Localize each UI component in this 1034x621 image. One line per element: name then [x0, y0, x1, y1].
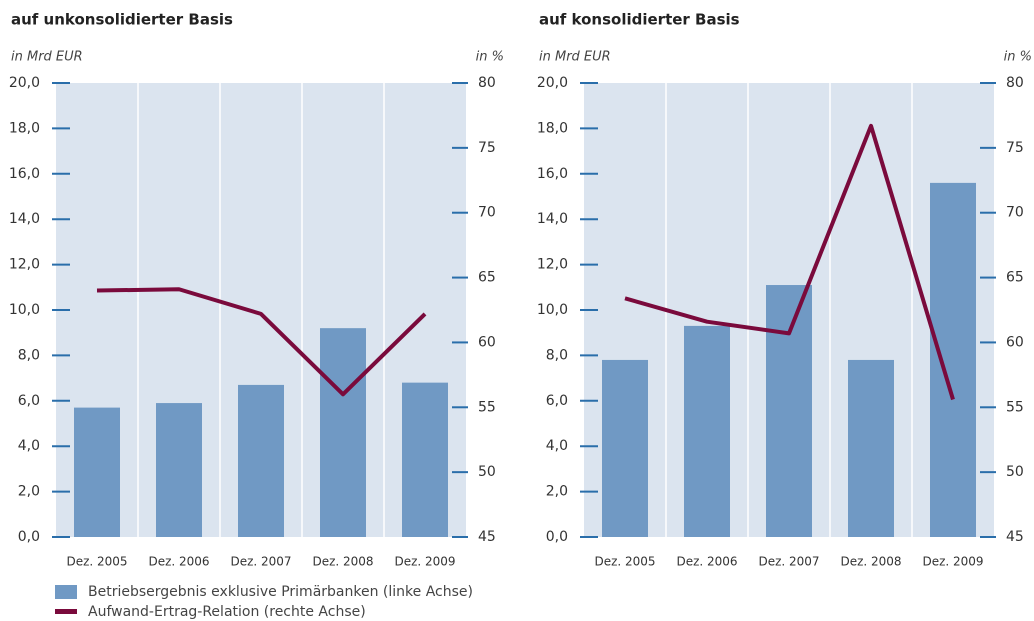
y-tick-label: 2,0	[18, 484, 40, 500]
y-tick-label: 16,0	[537, 166, 568, 182]
legend-swatch	[55, 585, 77, 599]
bar	[74, 407, 120, 537]
y2-tick-label: 50	[478, 464, 496, 480]
bar	[766, 285, 812, 537]
x-tick-label: Dez. 2008	[312, 555, 373, 569]
y-tick-label: 8,0	[18, 347, 40, 363]
y2-tick-label: 60	[1006, 334, 1024, 350]
y-tick-label: 0,0	[546, 529, 568, 545]
y2-tick-label: 55	[1006, 399, 1024, 415]
x-tick-label: Dez. 2009	[922, 555, 983, 569]
y2-tick-label: 45	[1006, 529, 1024, 545]
y2-tick-label: 80	[1006, 75, 1024, 91]
y2-tick-label: 80	[478, 75, 496, 91]
y2-tick-label: 65	[478, 270, 496, 286]
legend-swatch	[55, 609, 77, 614]
legend-label: Betriebsergebnis exklusive Primärbanken …	[88, 584, 473, 600]
y-tick-label: 0,0	[18, 529, 40, 545]
y-tick-label: 8,0	[546, 347, 568, 363]
y2-tick-label: 75	[1006, 140, 1024, 156]
y2-tick-label: 45	[478, 529, 496, 545]
y-tick-label: 14,0	[9, 211, 40, 227]
x-tick-label: Dez. 2007	[758, 555, 819, 569]
bar	[320, 328, 366, 537]
y-tick-label: 6,0	[18, 393, 40, 409]
bar	[602, 359, 648, 537]
y-tick-label: 6,0	[546, 393, 568, 409]
y-tick-label: 4,0	[18, 438, 40, 454]
x-tick-label: Dez. 2009	[394, 555, 455, 569]
bar	[684, 325, 730, 537]
y2-tick-label: 70	[478, 205, 496, 221]
y2-tick-label: 50	[1006, 464, 1024, 480]
bar	[402, 382, 448, 537]
legend-label: Aufwand-Ertrag-Relation (rechte Achse)	[88, 604, 366, 620]
y-tick-label: 20,0	[9, 75, 40, 91]
x-tick-label: Dez. 2005	[594, 555, 655, 569]
y-tick-label: 18,0	[537, 120, 568, 136]
bar	[156, 403, 202, 537]
y2-tick-label: 55	[478, 399, 496, 415]
y-tick-label: 14,0	[537, 211, 568, 227]
x-tick-label: Dez. 2007	[230, 555, 291, 569]
y2-tick-label: 60	[478, 334, 496, 350]
y2-axis-label: in %	[1004, 50, 1032, 65]
y-tick-label: 4,0	[546, 438, 568, 454]
y-axis-label: in Mrd EUR	[11, 50, 83, 65]
x-tick-label: Dez. 2008	[840, 555, 901, 569]
y-tick-label: 16,0	[9, 166, 40, 182]
y-tick-label: 10,0	[537, 302, 568, 318]
y-tick-label: 12,0	[537, 257, 568, 273]
chart-title: auf konsolidierter Basis	[539, 11, 740, 29]
bar	[848, 359, 894, 537]
y-tick-label: 10,0	[9, 302, 40, 318]
x-tick-label: Dez. 2005	[66, 555, 127, 569]
chart-title: auf unkonsolidierter Basis	[11, 11, 233, 29]
y-tick-label: 18,0	[9, 120, 40, 136]
x-tick-label: Dez. 2006	[676, 555, 737, 569]
y-axis-label: in Mrd EUR	[539, 50, 611, 65]
bar	[930, 182, 976, 537]
line	[624, 123, 955, 401]
y-tick-label: 12,0	[9, 257, 40, 273]
x-tick-label: Dez. 2006	[148, 555, 209, 569]
y-tick-label: 2,0	[546, 484, 568, 500]
bar	[238, 384, 284, 537]
y-tick-label: 20,0	[537, 75, 568, 91]
y2-tick-label: 70	[1006, 205, 1024, 221]
y2-tick-label: 75	[478, 140, 496, 156]
y2-tick-label: 65	[1006, 270, 1024, 286]
y2-axis-label: in %	[476, 50, 504, 65]
line	[96, 287, 427, 397]
